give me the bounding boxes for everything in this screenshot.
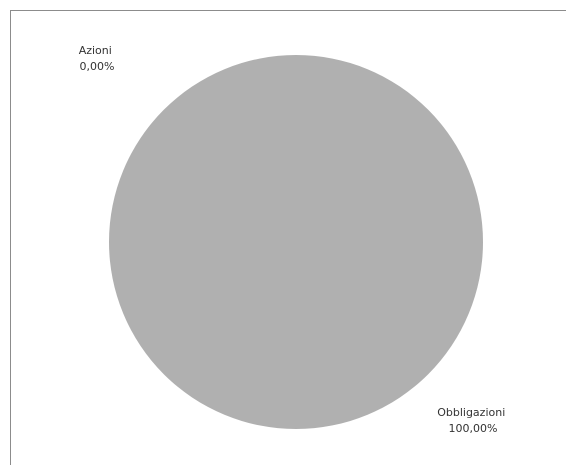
slice-label-obbligazioni: Obbligazioni 100,00% [437,406,509,435]
slice-label-azioni-name: Azioni [79,44,112,57]
slice-label-azioni-value: 0,00% [80,60,115,73]
slice-label-obbligazioni-value: 100,00% [449,422,498,435]
pie-slices [109,55,483,429]
chart-area: Azioni 0,00% Obbligazioni 100,00% [10,10,566,465]
pie-chart: Azioni 0,00% Obbligazioni 100,00% [79,44,509,435]
slice-label-azioni: Azioni 0,00% [79,44,116,73]
slice-label-obbligazioni-name: Obbligazioni [437,406,505,419]
pie-slice-obbligazioni [109,55,483,429]
